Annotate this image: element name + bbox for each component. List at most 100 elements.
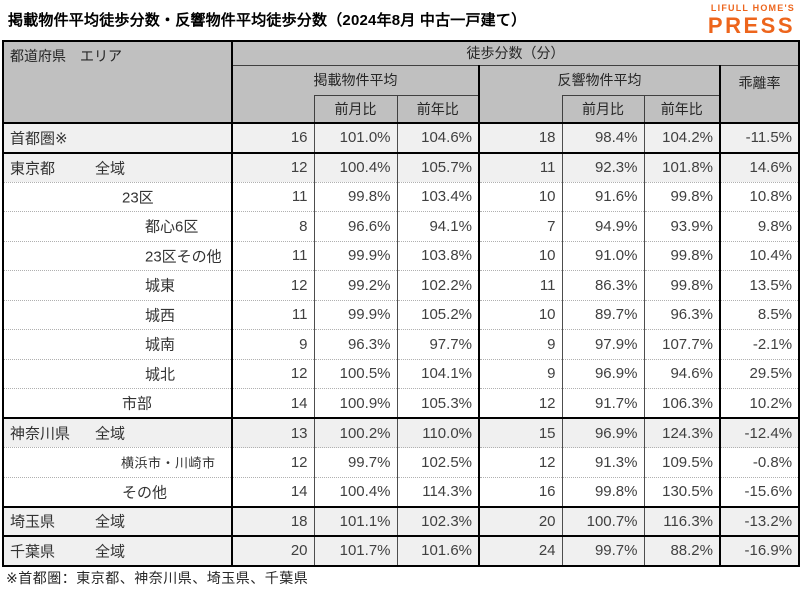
cell-deviation: 29.5% [720, 358, 800, 389]
cell-response_avg: 10 [479, 299, 562, 330]
cell-listed_mom: 96.3% [313, 329, 397, 359]
cell-listed_avg: 11 [232, 240, 314, 271]
cell-deviation: -2.1% [720, 329, 800, 359]
cell-deviation: -16.9% [720, 535, 800, 567]
cell-response_avg: 9 [479, 358, 562, 389]
cell-response_yoy: 106.3% [643, 388, 721, 419]
row-label-cell: 城北 [3, 358, 233, 389]
cell-response_avg: 11 [479, 152, 562, 182]
cell-deviation: -15.6% [720, 476, 800, 508]
cell-deviation: 10.2% [720, 388, 800, 419]
cell-response_yoy: 99.8% [643, 270, 721, 300]
cell-listed_mom: 96.6% [313, 211, 397, 241]
row-label-cell: 神奈川県 全域 [3, 417, 233, 448]
prefecture-label: 埼玉県 [10, 513, 56, 531]
cell-listed_mom: 99.8% [313, 181, 397, 212]
cell-response_yoy: 101.8% [643, 152, 721, 182]
col-header-listed-yoy: 前年比 [396, 94, 480, 124]
col-header-response-yoy: 前年比 [643, 94, 721, 124]
area-label: 全域 [95, 513, 126, 531]
table-row: 城北 12 100.5% 104.1% 9 96.9% 94.6% 29.5% [3, 358, 800, 389]
cell-deviation: -11.5% [720, 122, 800, 154]
logo-brand-text: LIFULL HOME'S [710, 3, 795, 13]
cell-listed_mom: 100.9% [313, 388, 397, 419]
cell-response_avg: 12 [479, 388, 562, 419]
area-label: 城北 [145, 366, 176, 384]
col-header-listed-value-spacer [232, 95, 314, 124]
cell-response_yoy: 104.2% [643, 122, 721, 154]
cell-response_mom: 91.7% [561, 388, 644, 419]
cell-listed_avg: 18 [232, 506, 314, 537]
prefecture-label: 東京都 [10, 160, 56, 177]
cell-listed_avg: 12 [232, 270, 314, 300]
cell-response_mom: 98.4% [561, 122, 644, 154]
cell-listed_mom: 100.4% [313, 476, 397, 508]
table-row: 埼玉県 全域 18 101.1% 102.3% 20 100.7% 116.3% -13.2% [3, 506, 800, 537]
cell-deviation: -12.4% [720, 417, 800, 448]
row-label-cell: 千葉県 全域 [3, 535, 233, 567]
cell-response_mom: 96.9% [561, 417, 644, 448]
cell-response_yoy: 99.8% [643, 240, 721, 271]
footnote: ※首都圏：東京都、神奈川県、埼玉県、千葉県 [6, 570, 309, 586]
cell-response_yoy: 96.3% [643, 299, 721, 330]
cell-response_mom: 89.7% [561, 299, 644, 330]
area-label: 城西 [145, 307, 176, 325]
col-header-area: 都道府県 エリア [3, 41, 233, 124]
cell-listed_yoy: 104.1% [396, 358, 480, 389]
prefecture-label: 首都圏※ [10, 130, 68, 148]
cell-listed_avg: 11 [232, 181, 314, 212]
cell-response_yoy: 124.3% [643, 417, 721, 448]
cell-deviation: 9.8% [720, 211, 800, 241]
area-label: 城南 [145, 336, 176, 354]
row-label-cell: 埼玉県 全域 [3, 506, 233, 537]
table-row: 市部 14 100.9% 105.3% 12 91.7% 106.3% 10.2% [3, 388, 800, 419]
cell-response_mom: 91.3% [561, 447, 644, 477]
cell-response_mom: 92.3% [561, 152, 644, 182]
row-label-cell: 都心6区 [3, 211, 233, 241]
table-body: 首都圏※ 16 101.0% 104.6% 18 98.4% 104.2% -11.5% 東京都… [3, 122, 800, 567]
row-label-cell: 城西 [3, 299, 233, 330]
cell-response_yoy: 116.3% [643, 506, 721, 537]
col-header-deviation-rate: 乖離率 [720, 65, 800, 124]
table-row: 東京都 全域 12 100.4% 105.7% 11 92.3% 101.8% 14.6% [3, 152, 800, 182]
cell-response_mom: 96.9% [561, 358, 644, 389]
table-row: 首都圏※ 16 101.0% 104.6% 18 98.4% 104.2% -11.5% [3, 122, 800, 154]
cell-response_mom: 91.6% [561, 181, 644, 212]
col-header-listed-mom: 前月比 [313, 94, 397, 124]
cell-listed_avg: 11 [232, 299, 314, 330]
cell-listed_mom: 100.5% [313, 358, 397, 389]
cell-deviation: 14.6% [720, 152, 800, 182]
area-label: 全域 [95, 543, 126, 561]
cell-listed_avg: 14 [232, 388, 314, 419]
cell-listed_mom: 99.9% [313, 240, 397, 271]
table-row: 千葉県 全域 20 101.7% 101.6% 24 99.7% 88.2% -16.9% [3, 535, 800, 567]
row-label-cell: 横浜市・川崎市 [3, 447, 233, 477]
cell-listed_avg: 13 [232, 417, 314, 448]
table-row: 都心6区 8 96.6% 94.1% 7 94.9% 93.9% 9.8% [3, 211, 800, 241]
cell-response_yoy: 94.6% [643, 358, 721, 389]
cell-response_avg: 18 [479, 122, 562, 154]
cell-listed_avg: 9 [232, 329, 314, 359]
row-label-cell: 首都圏※ [3, 122, 233, 154]
col-header-response-mom: 前月比 [561, 94, 644, 124]
table-row: 城東 12 99.2% 102.2% 11 86.3% 99.8% 13.5% [3, 270, 800, 300]
cell-response_avg: 24 [479, 535, 562, 567]
cell-listed_mom: 101.1% [313, 506, 397, 537]
cell-listed_avg: 12 [232, 152, 314, 182]
area-label: 全域 [95, 160, 126, 177]
cell-deviation: 10.4% [720, 240, 800, 271]
row-label-cell: その他 [3, 476, 233, 508]
row-label-cell: 市部 [3, 388, 233, 419]
cell-deviation: 8.5% [720, 299, 800, 330]
cell-response_avg: 7 [479, 211, 562, 241]
cell-response_yoy: 99.8% [643, 181, 721, 212]
cell-listed_mom: 99.2% [313, 270, 397, 300]
cell-response_yoy: 107.7% [643, 329, 721, 359]
cell-response_avg: 10 [479, 240, 562, 271]
cell-listed_yoy: 114.3% [396, 476, 480, 508]
cell-listed_mom: 101.7% [313, 535, 397, 567]
row-label-cell: 城東 [3, 270, 233, 300]
row-label-cell: 城南 [3, 329, 233, 359]
cell-response_mom: 94.9% [561, 211, 644, 241]
